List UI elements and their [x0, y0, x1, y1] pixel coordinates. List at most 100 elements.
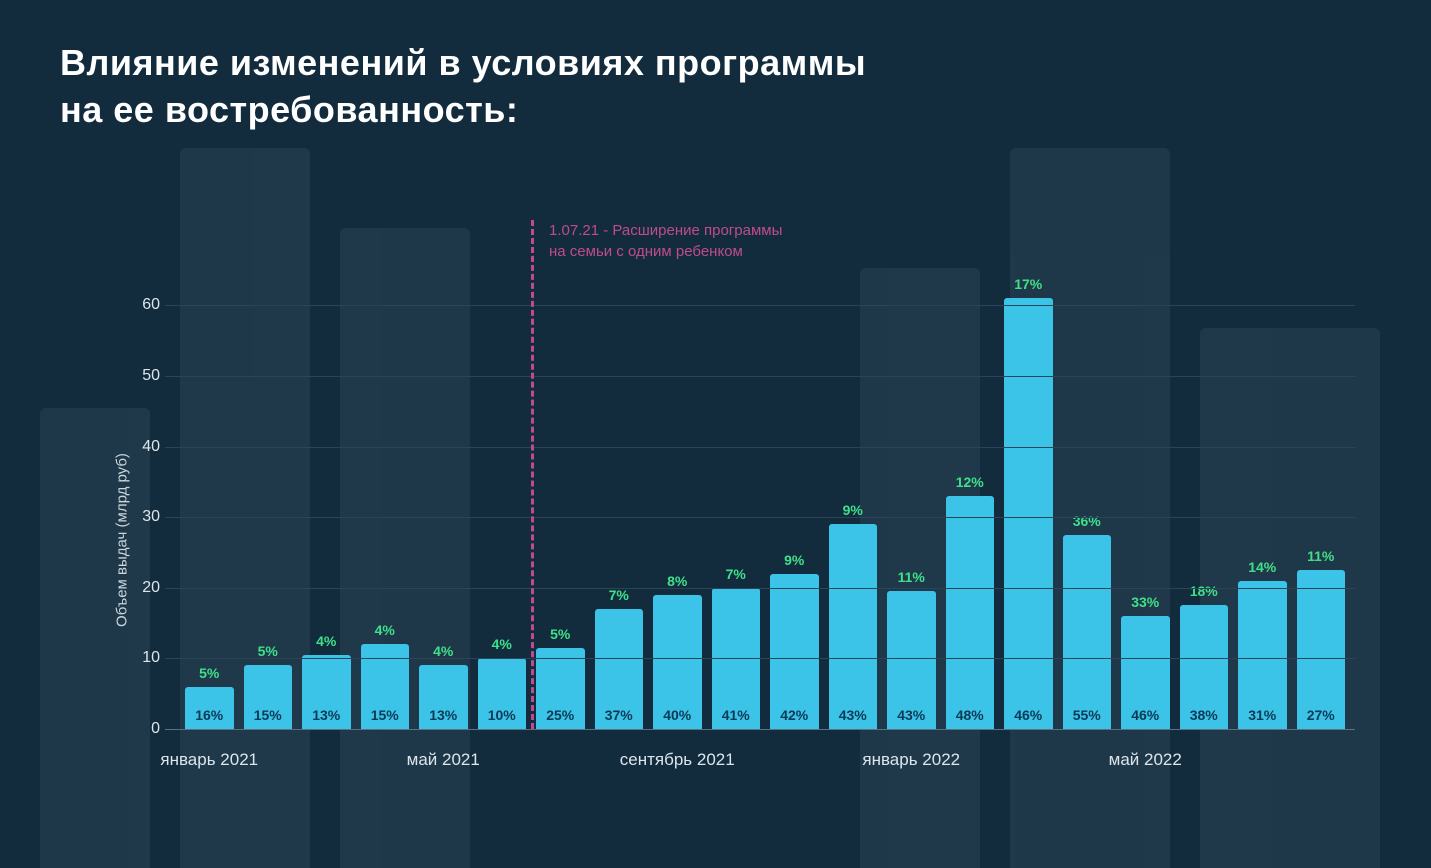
x-tick-label: январь 2022	[862, 750, 960, 770]
bar-top-label: 7%	[609, 587, 629, 603]
x-axis-labels: январь 2021май 2021сентябрь 2021январь 2…	[165, 750, 1355, 780]
bar-bottom-label: 15%	[254, 707, 282, 729]
bar-slot: 5% 16%	[185, 270, 234, 729]
bar-bottom-label: 31%	[1248, 707, 1276, 729]
bar: 17%46%	[1004, 298, 1053, 729]
x-tick-label: май 2022	[1109, 750, 1182, 770]
gridline	[165, 376, 1355, 377]
bar: 4%13%	[419, 665, 468, 729]
bar-slot: 12% 48%	[946, 270, 995, 729]
bar: 5%25%	[536, 648, 585, 729]
bar-top-label: 5%	[258, 643, 278, 659]
bar-bottom-label: 42%	[780, 707, 808, 729]
bar: 14%31%	[1238, 581, 1287, 729]
bar-bottom-label: 27%	[1307, 707, 1335, 729]
bar-slot: 11% 27%	[1297, 270, 1346, 729]
bar-slot: 5%25%	[536, 270, 585, 729]
bar: 11%27%	[1297, 570, 1346, 729]
bar-bottom-label: 15%	[371, 707, 399, 729]
bar-top-label: 8%	[667, 573, 687, 589]
bar-slot: 4% 13%	[419, 270, 468, 729]
bar-slot: 14%31%	[1238, 270, 1287, 729]
bar-slot: 4% 15%	[361, 270, 410, 729]
y-tick-label: 50	[125, 367, 160, 385]
bar-top-label: 12%	[956, 474, 984, 490]
bar-bottom-label: 43%	[897, 707, 925, 729]
bar-slot: 18% 38%	[1180, 270, 1229, 729]
bar-top-label: 4%	[375, 622, 395, 638]
bar: 9%43%	[829, 524, 878, 729]
bar-top-label: 11%	[898, 569, 925, 585]
bar-top-label: 9%	[784, 552, 804, 568]
y-tick-label: 20	[125, 579, 160, 597]
bars-container: 5% 16% 5% 15% 4% 13% 4% 15% 4% 13% 4% 10% 5%25% 7% 37%…	[165, 270, 1355, 729]
plot-area: 5% 16% 5% 15% 4% 13% 4% 15% 4% 13% 4% 10% 5%25% 7% 37%…	[165, 270, 1355, 730]
bar-bottom-label: 10%	[488, 707, 516, 729]
page-title: Влияние изменений в условиях программы н…	[60, 40, 866, 134]
bar-top-label: 17%	[1014, 276, 1042, 292]
bar: 12%48%	[946, 496, 995, 729]
bar-chart: Объем выдач (млрд руб) 5% 16% 5% 15% 4% 13% 4%…	[95, 270, 1355, 810]
bar-slot: 4% 13%	[302, 270, 351, 729]
bar-bottom-label: 43%	[839, 707, 867, 729]
bar-top-label: 4%	[433, 643, 453, 659]
bar-slot: 4% 10%	[478, 270, 527, 729]
bar-top-label: 4%	[492, 636, 512, 652]
bar-bottom-label: 13%	[429, 707, 457, 729]
bar: 4%15%	[361, 644, 410, 729]
bar-top-label: 5%	[199, 665, 219, 681]
x-tick-label: май 2021	[407, 750, 480, 770]
bar-top-label: 9%	[843, 502, 863, 518]
title-line-2: на ее востребованность:	[60, 89, 518, 130]
bar-top-label: 36%	[1073, 513, 1101, 529]
y-axis-label: Объем выдач (млрд руб)	[113, 453, 130, 627]
bar-top-label: 7%	[726, 566, 746, 582]
bar-bottom-label: 41%	[722, 707, 750, 729]
bar-bottom-label: 55%	[1073, 707, 1101, 729]
gridline	[165, 447, 1355, 448]
y-tick-label: 60	[125, 296, 160, 314]
bar-bottom-label: 46%	[1014, 707, 1042, 729]
bar: 4%10%	[478, 658, 527, 729]
bar-bottom-label: 48%	[956, 707, 984, 729]
bar-slot: 36% 55%	[1063, 270, 1112, 729]
bar: 11%43%	[887, 591, 936, 729]
event-text-line: 1.07.21 - Расширение программы	[549, 220, 829, 241]
x-tick-label: январь 2021	[160, 750, 258, 770]
bar-top-label: 11%	[1307, 548, 1334, 564]
y-tick-label: 30	[125, 508, 160, 526]
event-marker-line	[531, 220, 534, 729]
bar-slot: 9% 42%	[770, 270, 819, 729]
bar-top-label: 33%	[1131, 594, 1159, 610]
bar-bottom-label: 13%	[312, 707, 340, 729]
gridline	[165, 305, 1355, 306]
bar: 7%37%	[595, 609, 644, 729]
bar-slot: 7% 37%	[595, 270, 644, 729]
bar-bottom-label: 38%	[1190, 707, 1218, 729]
bar-top-label: 5%	[550, 626, 570, 642]
bar-slot: 8% 40%	[653, 270, 702, 729]
event-marker-text: 1.07.21 - Расширение программына семьи с…	[549, 220, 829, 262]
y-tick-label: 0	[125, 720, 160, 738]
gridline	[165, 588, 1355, 589]
bar: 8%40%	[653, 595, 702, 729]
bar-slot: 17% 46%	[1004, 270, 1053, 729]
bar: 18%38%	[1180, 605, 1229, 729]
bar: 5%16%	[185, 687, 234, 729]
y-tick-label: 40	[125, 438, 160, 456]
bar-bottom-label: 16%	[195, 707, 223, 729]
gridline	[165, 517, 1355, 518]
bar: 36%55%	[1063, 535, 1112, 729]
bar-top-label: 4%	[316, 633, 336, 649]
bar-slot: 9% 43%	[829, 270, 878, 729]
gridline	[165, 658, 1355, 659]
event-text-line: на семьи с одним ребенком	[549, 241, 829, 262]
title-line-1: Влияние изменений в условиях программы	[60, 42, 866, 83]
bar-bottom-label: 46%	[1131, 707, 1159, 729]
bar-bottom-label: 40%	[663, 707, 691, 729]
bar-top-label: 18%	[1190, 583, 1218, 599]
bar-slot: 33% 46%	[1121, 270, 1170, 729]
bar-slot: 7% 41%	[712, 270, 761, 729]
bar: 4%13%	[302, 655, 351, 729]
bar-bottom-label: 37%	[605, 707, 633, 729]
